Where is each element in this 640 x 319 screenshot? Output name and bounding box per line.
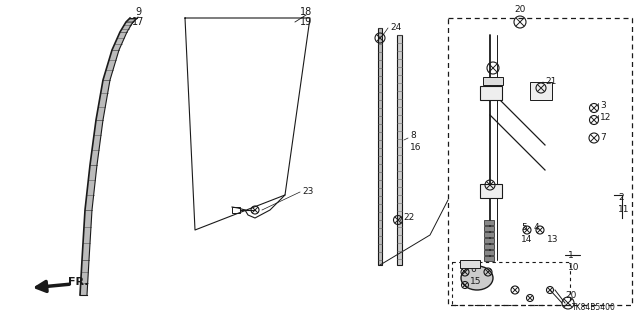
Polygon shape — [80, 18, 137, 295]
Ellipse shape — [461, 266, 493, 290]
Bar — [484, 238, 494, 243]
Text: TK84B5400: TK84B5400 — [572, 303, 616, 313]
Text: 21: 21 — [545, 78, 556, 86]
Bar — [484, 244, 494, 249]
Text: 3: 3 — [600, 100, 605, 109]
Bar — [484, 220, 494, 225]
Text: 5: 5 — [521, 224, 527, 233]
Text: 9: 9 — [135, 7, 141, 17]
Bar — [484, 226, 494, 231]
Text: 10: 10 — [568, 263, 579, 271]
Text: 8: 8 — [410, 130, 416, 139]
Text: 7: 7 — [600, 133, 605, 143]
Text: 13: 13 — [547, 235, 559, 244]
Text: 23: 23 — [302, 188, 314, 197]
Text: 2: 2 — [618, 194, 623, 203]
Text: 24: 24 — [390, 24, 401, 33]
Polygon shape — [378, 28, 382, 265]
Text: 4: 4 — [534, 224, 540, 233]
Text: 20: 20 — [565, 291, 577, 300]
Bar — [484, 232, 494, 237]
Text: 18: 18 — [300, 7, 312, 17]
Text: 17: 17 — [132, 17, 144, 27]
Bar — [480, 86, 502, 100]
Bar — [483, 77, 503, 85]
Bar — [232, 207, 240, 213]
Bar — [480, 184, 502, 198]
Text: 20: 20 — [515, 5, 525, 14]
Text: 22: 22 — [403, 213, 414, 222]
Text: 19: 19 — [300, 17, 312, 27]
Text: 1: 1 — [568, 250, 573, 259]
Text: 16: 16 — [410, 144, 422, 152]
Text: 11: 11 — [618, 205, 630, 214]
Text: 14: 14 — [521, 235, 532, 244]
Text: 12: 12 — [600, 113, 611, 122]
Text: 6: 6 — [470, 265, 476, 275]
Text: 15: 15 — [470, 278, 481, 286]
Text: FR.: FR. — [68, 277, 88, 287]
Bar — [460, 260, 480, 268]
Bar — [530, 82, 552, 100]
Bar — [484, 250, 494, 255]
Polygon shape — [397, 35, 402, 265]
Bar — [484, 256, 494, 261]
